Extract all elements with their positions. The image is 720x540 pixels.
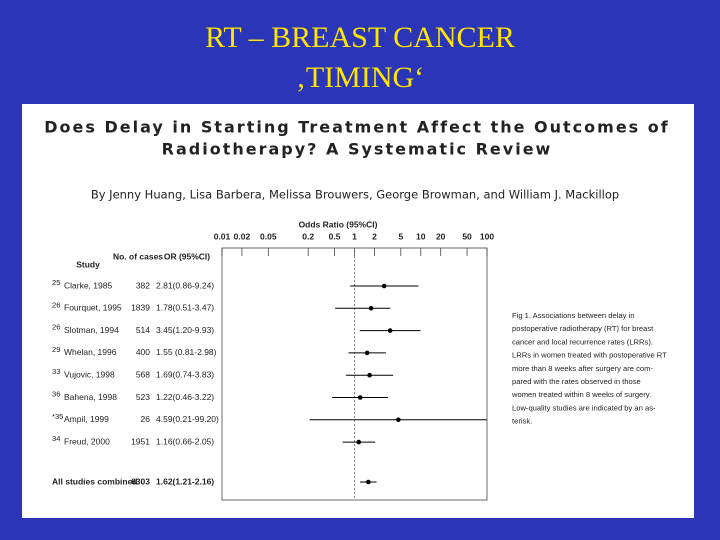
odds-ratio-point: [367, 372, 372, 378]
cases: 26: [141, 414, 151, 424]
x-tick-label: 0.05: [260, 231, 277, 241]
study-ref: 25: [52, 278, 60, 287]
study-name: Ampil, 1999: [64, 414, 109, 424]
study-ref: 29: [52, 345, 60, 354]
or-label: 1.69(0.74-3.83): [156, 369, 214, 379]
cases: 400: [136, 347, 150, 357]
x-tick-label: 50: [462, 231, 472, 241]
cases: 514: [136, 325, 150, 335]
study-name: Freud, 2000: [64, 436, 110, 446]
or-label: 1.78(0.51-3.47): [156, 303, 214, 313]
x-tick-label: 1: [352, 231, 357, 241]
figure-caption: women treated within 8 weeks of surgery.: [511, 390, 651, 399]
study-name: Whelan, 1996: [64, 347, 117, 357]
study-ref: 34: [52, 434, 60, 443]
study-name: Bahena, 1998: [64, 392, 117, 402]
study-name: Clarke, 1985: [64, 280, 112, 290]
x-tick-label: 0.5: [329, 231, 341, 241]
x-tick-label: 100: [480, 231, 494, 241]
x-tick-label: 0.02: [234, 231, 251, 241]
odds-ratio-point: [368, 306, 374, 311]
or-label: 3.45(1.20-9.93): [156, 325, 214, 335]
paper-title: Radiotherapy? A Systematic Review: [162, 140, 553, 159]
study-name: Slotman, 1994: [64, 325, 119, 335]
x-tick-label: 10: [416, 231, 426, 241]
x-axis-label: Odds Ratio (95%CI): [299, 219, 378, 229]
odds-ratio-point: [366, 479, 371, 485]
study-ref: *35: [52, 412, 63, 421]
figure-caption: Fig 1. Associations between delay in: [512, 311, 634, 320]
study-name: Vujovic, 1998: [64, 369, 115, 379]
odds-ratio-point: [381, 283, 387, 289]
study-ref: 33: [52, 367, 60, 376]
authors: By Jenny Huang, Lisa Barbera, Melissa Br…: [91, 188, 619, 202]
figure-caption: cancer and local recurrence rates (LRRs)…: [512, 337, 653, 346]
study-name: Fourquet, 1995: [64, 303, 122, 313]
or-label: 1.55 (0.81-2.98): [156, 347, 217, 357]
header-or: OR (95%CI): [164, 251, 210, 261]
odds-ratio-point: [396, 417, 401, 423]
cases: 568: [136, 369, 150, 379]
x-tick-label: 2: [372, 231, 377, 241]
odds-ratio-point: [364, 350, 370, 356]
study-ref: 26: [52, 300, 60, 309]
cases: 523: [136, 392, 150, 402]
or-label: 1.62(1.21-2.16): [156, 476, 214, 486]
paper-panel: [22, 104, 694, 518]
figure-caption: pared with the rates observed in those: [512, 377, 641, 386]
study-name: All studies combined: [52, 476, 138, 486]
study-ref: 36: [52, 390, 60, 399]
odds-ratio-point: [387, 328, 393, 333]
x-tick-label: 20: [436, 231, 446, 241]
slide-title: RT – BREAST CANCER: [205, 21, 515, 54]
cases: 6303: [131, 476, 150, 486]
figure-caption: LRRs in women treated with postoperative…: [512, 351, 667, 360]
figure-caption: terisk.: [512, 417, 532, 426]
figure-caption: postoperative radiotherapy (RT) for brea…: [512, 324, 654, 333]
figure-caption: Low-quality studies are indicated by an …: [512, 403, 656, 412]
odds-ratio-point: [357, 395, 363, 400]
or-label: 2.81(0.86-9.24): [156, 280, 214, 290]
figure-caption: more than 8 weeks after surgery are com-: [512, 364, 653, 373]
or-label: 1.16(0.66-2.05): [156, 436, 214, 446]
slide-subtitle: ‚TIMING‘: [296, 61, 424, 94]
or-label: 4.59(0.21-99.20): [156, 414, 219, 424]
or-label: 1.22(0.46-3.22): [156, 392, 214, 402]
study-ref: 26: [52, 323, 60, 332]
odds-ratio-point: [356, 439, 362, 445]
cases: 382: [136, 280, 150, 290]
cases: 1951: [131, 436, 150, 446]
paper-title: Does Delay in Starting Treatment Affect …: [44, 118, 669, 137]
x-tick-label: 0.2: [302, 231, 314, 241]
x-tick-label: 5: [398, 231, 403, 241]
header-cases: No. of cases: [113, 251, 163, 261]
cases: 1839: [131, 303, 150, 313]
header-study: Study: [76, 259, 100, 269]
x-tick-label: 0.01: [214, 231, 231, 241]
